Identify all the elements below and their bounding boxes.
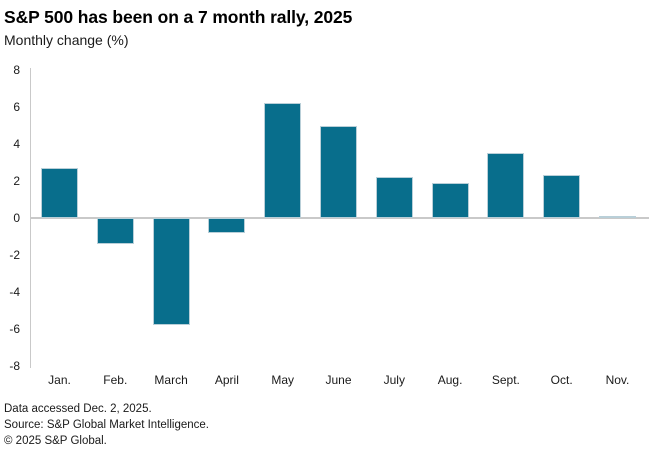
x-tick-label-oct: Oct. (550, 373, 573, 387)
bar-nov (599, 216, 636, 218)
y-tick-label: 6 (13, 100, 20, 114)
y-tick-label: 0 (13, 211, 20, 225)
bar-march (152, 218, 190, 326)
bar-oct (543, 175, 581, 218)
zero-baseline (30, 217, 649, 219)
x-tick-label-april: April (214, 373, 239, 387)
x-tick-label-jan: Jan. (48, 373, 71, 387)
y-tick-label: -6 (9, 322, 20, 336)
x-tick-label-nov: Nov. (605, 373, 630, 387)
x-tick-label-sept: Sept. (491, 373, 520, 387)
y-tick-label: 4 (13, 137, 20, 151)
bar-april (208, 218, 246, 233)
y-tick-label: 2 (13, 174, 20, 188)
x-tick-label-march: March (154, 373, 188, 387)
bar-may (264, 103, 302, 218)
bar-feb (96, 218, 134, 244)
bar-july (375, 177, 413, 218)
footnote-source: Source: S&P Global Market Intelligence. (4, 419, 209, 431)
x-tick-label-june: June (325, 373, 352, 387)
footnote-copyright: © 2025 S&P Global. (4, 435, 107, 447)
x-tick-label-aug: Aug. (437, 373, 463, 387)
y-tick-label: 8 (13, 63, 20, 77)
footnote-data-accessed: Data accessed Dec. 2, 2025. (4, 403, 152, 415)
bar-sept (487, 153, 525, 218)
bar-jan (41, 168, 78, 218)
chart-subtitle: Monthly change (%) (4, 32, 129, 48)
bar-june (320, 125, 357, 218)
y-tick-label: -2 (9, 248, 20, 262)
y-tick-label: -8 (9, 359, 20, 373)
x-tick-label-july: July (383, 373, 405, 387)
y-tick-label: -4 (9, 285, 20, 299)
chart-title: S&P 500 has been on a 7 month rally, 202… (4, 7, 353, 27)
x-tick-label-may: May (271, 373, 295, 387)
x-tick-label-feb: Feb. (103, 373, 128, 387)
chart-footnotes: Data accessed Dec. 2, 2025. Source: S&P … (4, 401, 209, 449)
bar-aug (431, 182, 469, 218)
